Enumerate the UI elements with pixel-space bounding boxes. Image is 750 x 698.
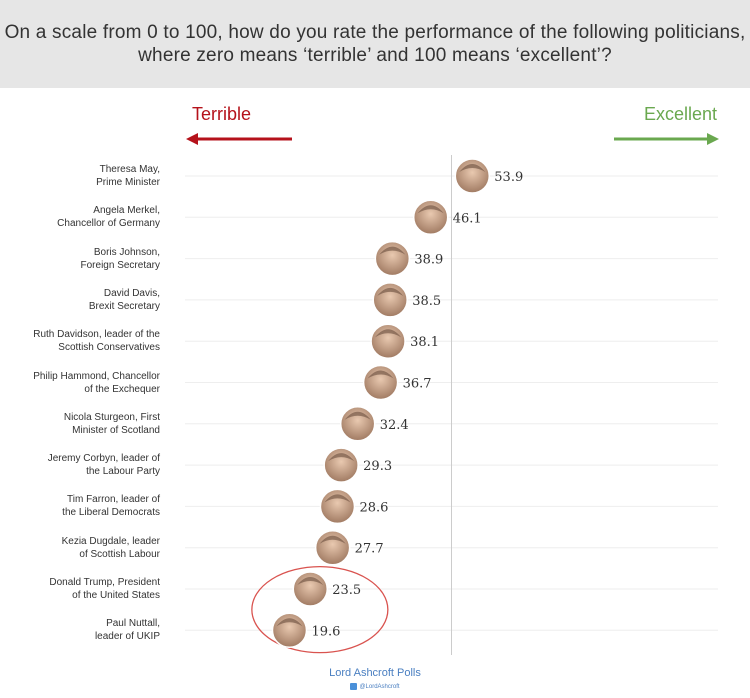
- data-point: 32.4: [339, 406, 409, 442]
- portrait-hair-icon: [344, 411, 371, 420]
- data-point: 38.5: [372, 282, 441, 318]
- portrait-hair-icon: [367, 370, 394, 379]
- data-point: 27.7: [314, 529, 384, 566]
- row-label-line-1: Tim Farron, leader of: [67, 494, 160, 506]
- row-label: Philip Hammond, Chancellor of the Exchequ…: [0, 370, 160, 396]
- value-label: 32.4: [380, 418, 409, 433]
- question-line-2: where zero means ‘terrible’ and 100 mean…: [138, 45, 612, 66]
- terrible-label: Terrible: [192, 104, 252, 124]
- value-label: 38.1: [410, 335, 439, 350]
- row-label: Kezia Dugdale, leader of Scottish Labour: [0, 535, 160, 561]
- data-point: 19.6: [271, 612, 340, 649]
- row-label-line-2: of the United States: [72, 590, 160, 601]
- value-label: 36.7: [403, 377, 432, 392]
- row-label-line-2: Scottish Conservatives: [58, 342, 160, 354]
- row-label-line-1: Paul Nuttall,: [106, 618, 160, 630]
- row-label-line-2: of Scottish Labour: [79, 548, 160, 560]
- row-label-line-1: David Davis,: [103, 287, 160, 299]
- portrait-hair-icon: [276, 618, 303, 627]
- data-point: 29.3: [323, 447, 392, 483]
- row-label-line-2: Prime Minister: [96, 177, 160, 188]
- row-label: Jeremy Corbyn, leader of the Labour Party: [0, 452, 160, 478]
- value-label: 27.7: [355, 542, 384, 557]
- row-label-line-2: of the Exchequer: [84, 383, 160, 395]
- row-label-line-1: Philip Hammond, Chancellor: [33, 370, 160, 382]
- row-label: Donald Trump, President of the United Sta…: [0, 576, 160, 602]
- row-label-line-2: the Labour Party: [86, 466, 160, 478]
- excellent-arrow-icon: [614, 133, 719, 145]
- row-label: Paul Nuttall, leader of UKIP: [0, 617, 160, 643]
- value-label: 19.6: [311, 624, 340, 639]
- row-label: Nicola Sturgeon, First Minister of Scotla…: [0, 411, 160, 437]
- row-label: Theresa May, Prime Minister: [0, 163, 160, 189]
- data-points: 53.9 46.1 38.9 38.5 38.1 36.7 32.4 29.3 28.6 27.7…: [271, 158, 523, 649]
- value-label: 29.3: [363, 459, 392, 474]
- value-label: 46.1: [453, 211, 482, 226]
- terrible-arrow-icon: [186, 133, 292, 145]
- row-label-line-1: Theresa May,: [99, 164, 160, 175]
- portrait-hair-icon: [297, 577, 324, 585]
- portrait-hair-icon: [375, 329, 402, 338]
- value-label: 28.6: [359, 500, 388, 515]
- data-point: 28.6: [319, 488, 388, 525]
- data-point: 38.9: [374, 240, 443, 277]
- twitter-icon: [350, 683, 358, 690]
- highlight-ellipse: [251, 566, 389, 654]
- portrait-hair-icon: [319, 535, 346, 544]
- data-point: 36.7: [362, 364, 432, 401]
- row-label-line-2: Minister of Scotland: [72, 424, 160, 436]
- excellent-label: Excellent: [644, 104, 718, 124]
- row-label-line-1: Nicola Sturgeon, First: [63, 411, 160, 423]
- row-label-line-1: Donald Trump, President: [49, 577, 160, 588]
- portrait-hair-icon: [459, 164, 486, 172]
- row-label-line-1: Ruth Davidson, leader of the: [33, 329, 160, 341]
- value-label: 38.5: [412, 294, 441, 309]
- row-label-line-2: leader of UKIP: [94, 631, 160, 643]
- portrait-hair-icon: [324, 494, 351, 503]
- source-footer[interactable]: Lord Ashcroft Polls: [329, 667, 421, 679]
- row-label: Ruth Davidson, leader of the Scottish Con…: [0, 328, 160, 354]
- row-label-line-1: Boris Johnson,: [93, 246, 160, 258]
- row-label-line-2: the Liberal Democrats: [62, 507, 160, 519]
- twitter-handle[interactable]: @LordAshcroft: [0, 683, 750, 690]
- row-label-line-1: Angela Merkel,: [93, 205, 160, 217]
- question-line-1: On a scale from 0 to 100, how do you rat…: [4, 22, 746, 43]
- row-label: Angela Merkel, Chancellor of Germany: [0, 204, 160, 230]
- data-point: 23.5: [292, 571, 361, 607]
- value-label: 23.5: [332, 583, 361, 598]
- scale-arrows: [186, 133, 719, 145]
- portrait-hair-icon: [377, 287, 404, 296]
- portrait-hair-icon: [417, 205, 444, 214]
- row-label: Boris Johnson, Foreign Secretary: [0, 246, 160, 272]
- question-header: On a scale from 0 to 100, how do you rat…: [0, 0, 750, 88]
- row-label: David Davis, Brexit Secretary: [0, 287, 160, 313]
- value-label: 38.9: [414, 253, 443, 268]
- twitter-handle-text: @LordAshcroft: [359, 684, 400, 691]
- data-point: 53.9: [454, 158, 523, 194]
- row-label-line-1: Kezia Dugdale, leader: [61, 535, 160, 547]
- data-point: 38.1: [370, 323, 439, 359]
- portrait-hair-icon: [379, 246, 406, 255]
- portrait-hair-icon: [328, 453, 355, 462]
- row-label-line-2: Foreign Secretary: [80, 259, 160, 271]
- row-label: Tim Farron, leader of the Liberal Democra…: [0, 493, 160, 519]
- data-point: 46.1: [412, 199, 482, 236]
- value-label: 53.9: [494, 170, 523, 185]
- row-label-line-2: Brexit Secretary: [88, 300, 160, 312]
- row-label-line-1: Jeremy Corbyn, leader of: [47, 453, 160, 465]
- row-label-line-2: Chancellor of Germany: [57, 218, 160, 230]
